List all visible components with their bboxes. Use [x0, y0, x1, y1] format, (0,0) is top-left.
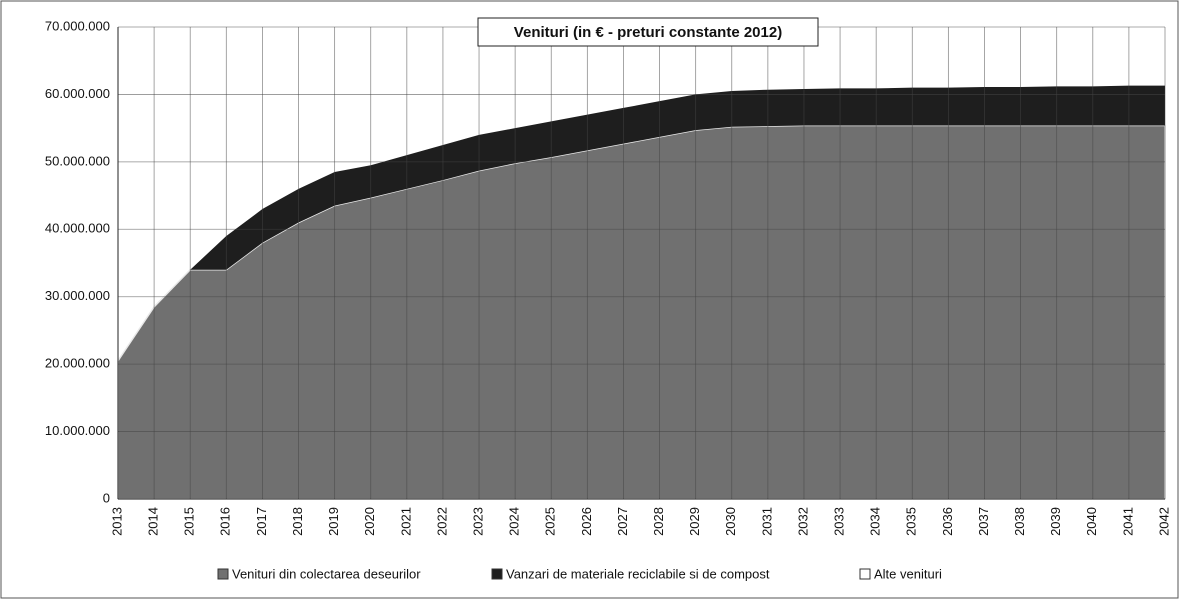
x-tick-label: 2026	[579, 507, 594, 536]
x-tick-label: 2033	[832, 507, 847, 536]
y-tick-label: 30.000.000	[45, 288, 110, 303]
legend-label: Vanzari de materiale reciclabile si de c…	[506, 566, 770, 581]
x-tick-label: 2015	[182, 507, 197, 536]
x-tick-label: 2030	[723, 507, 738, 536]
x-tick-label: 2022	[434, 507, 449, 536]
area	[118, 85, 1165, 361]
y-tick-label: 40.000.000	[45, 221, 110, 236]
x-tick-label: 2039	[1048, 507, 1063, 536]
x-tick-label: 2041	[1120, 507, 1135, 536]
title-box	[477, 17, 819, 47]
chart-title: Venituri (in € - preturi constante 2012)	[514, 24, 782, 41]
x-tick-label: 2016	[218, 507, 233, 536]
y-tick-label: 0	[103, 490, 110, 505]
legend-swatch	[217, 568, 229, 580]
x-tick-label: 2032	[795, 507, 810, 536]
x-tick-label: 2024	[507, 507, 522, 536]
x-tick-label: 2035	[904, 507, 919, 536]
x-tick-label: 2042	[1156, 507, 1171, 536]
legend-label: Venituri din colectarea deseurilor	[232, 566, 421, 581]
x-tick-label: 2013	[109, 507, 124, 536]
y-tick-label: 50.000.000	[45, 153, 110, 168]
x-tick-label: 2025	[543, 507, 558, 536]
legend-swatch	[491, 568, 503, 580]
x-tick-label: 2020	[362, 507, 377, 536]
x-tick-label: 2017	[254, 507, 269, 536]
y-tick-label: 10.000.000	[45, 423, 110, 438]
y-tick-label: 70.000.000	[45, 18, 110, 33]
x-tick-label: 2027	[615, 507, 630, 536]
x-tick-label: 2021	[398, 507, 413, 536]
x-tick-label: 2018	[290, 507, 305, 536]
x-tick-label: 2028	[651, 507, 666, 536]
x-tick-label: 2037	[976, 507, 991, 536]
x-tick-label: 2040	[1084, 507, 1099, 536]
x-tick-label: 2036	[940, 507, 955, 536]
x-tick-label: 2014	[146, 507, 161, 536]
x-tick-label: 2034	[868, 507, 883, 536]
x-tick-label: 2019	[326, 507, 341, 536]
y-tick-label: 20.000.000	[45, 356, 110, 371]
x-tick-label: 2038	[1012, 507, 1027, 536]
x-tick-label: 2031	[759, 507, 774, 536]
x-tick-label: 2029	[687, 507, 702, 536]
legend-label: Alte venituri	[874, 566, 942, 581]
y-tick-label: 60.000.000	[45, 86, 110, 101]
x-tick-label: 2023	[470, 507, 485, 536]
legend-swatch	[859, 568, 871, 580]
